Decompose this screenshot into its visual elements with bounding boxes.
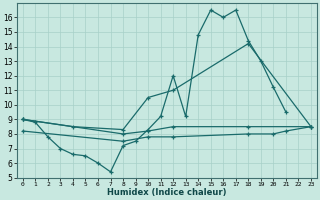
X-axis label: Humidex (Indice chaleur): Humidex (Indice chaleur) <box>107 188 227 197</box>
